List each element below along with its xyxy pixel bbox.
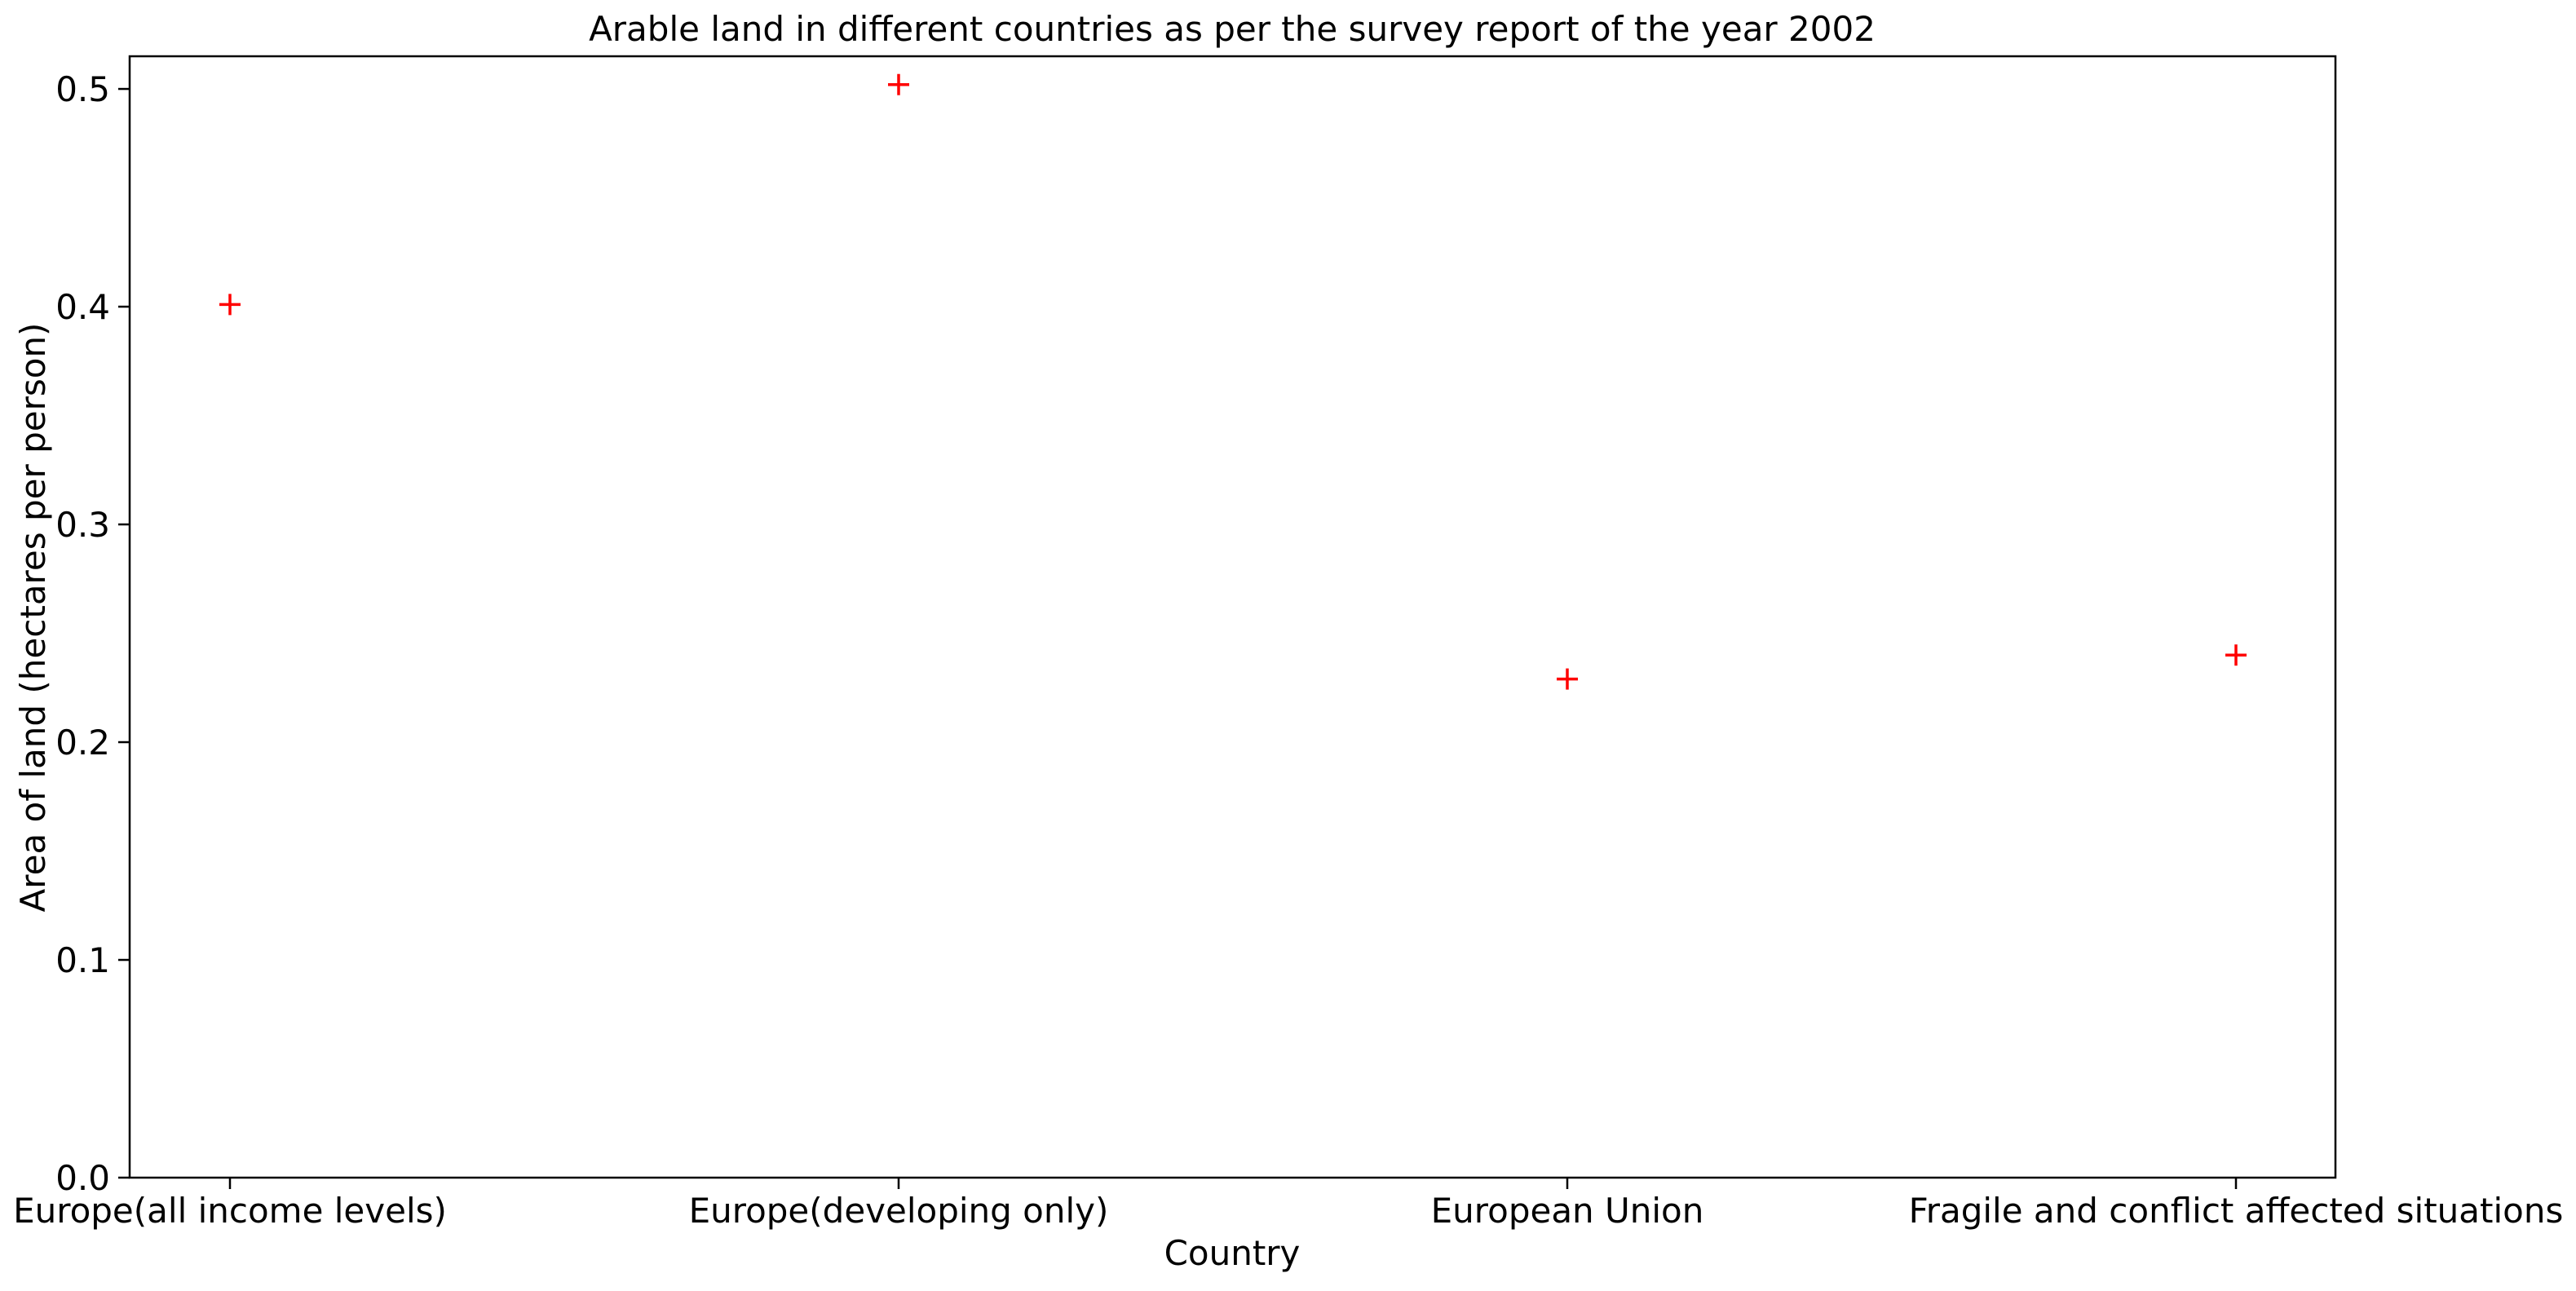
x-tick-label: Europe(all income levels): [13, 1191, 447, 1231]
y-tick-label: 0.5: [55, 69, 110, 109]
data-points: [219, 73, 2247, 690]
y-tick-label: 0.2: [55, 723, 110, 763]
chart-title: Arable land in different countries as pe…: [589, 9, 1876, 49]
x-axis-label: Country: [1164, 1233, 1301, 1273]
data-point: [1557, 668, 1578, 690]
x-tick-label: Europe(developing only): [689, 1191, 1109, 1231]
y-tick-label: 0.0: [55, 1158, 110, 1198]
y-tick-label: 0.3: [55, 505, 110, 545]
y-axis-label: Area of land (hectares per person): [13, 323, 53, 913]
x-tick-label: Fragile and conflict affected situations: [1909, 1191, 2564, 1231]
x-axis: Europe(all income levels) Europe(developi…: [13, 1178, 2563, 1231]
plot-frame: [128, 55, 2337, 1179]
y-tick-label: 0.1: [55, 940, 110, 980]
data-point: [219, 294, 241, 316]
y-axis: 0.0 0.1 0.2 0.3 0.4 0.5: [55, 69, 130, 1198]
data-point: [2225, 644, 2247, 666]
data-point: [888, 73, 909, 95]
y-tick-label: 0.4: [55, 287, 110, 327]
x-tick-label: European Union: [1431, 1191, 1704, 1231]
